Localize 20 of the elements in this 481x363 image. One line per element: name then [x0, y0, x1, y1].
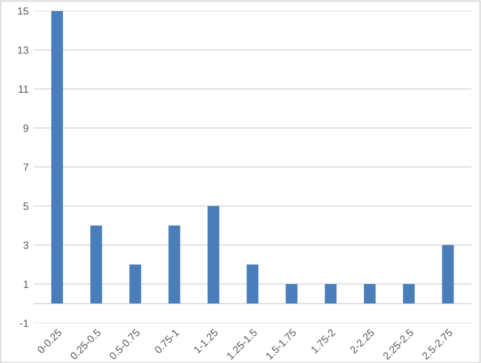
bar — [442, 245, 454, 304]
y-tick-label: 7 — [24, 164, 28, 171]
bar — [129, 264, 142, 304]
bar — [51, 10, 63, 304]
y-tick-label: 13 — [18, 46, 28, 54]
bar — [324, 284, 337, 304]
bar — [364, 284, 376, 304]
bar — [168, 226, 180, 304]
bar — [286, 284, 298, 304]
y-tick-label: 3 — [23, 242, 28, 249]
y-tick-label: 9 — [24, 124, 28, 132]
y-tick-label: 5 — [23, 202, 28, 210]
bar — [90, 226, 102, 304]
bar — [208, 206, 220, 304]
y-tick-label: -1 — [20, 320, 28, 327]
y-tick-label: 1 — [24, 280, 28, 288]
bar — [246, 264, 258, 304]
bar — [402, 284, 415, 304]
y-tick-label: 15 — [18, 8, 28, 15]
y-tick-label: 11 — [18, 86, 28, 93]
